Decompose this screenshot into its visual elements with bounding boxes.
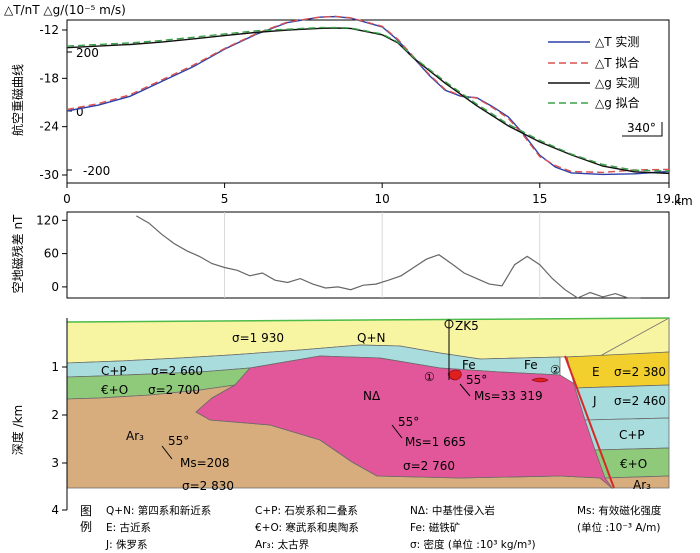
angle-label-fe: 55° — [466, 373, 487, 387]
legend-sigma: σ: 密度 (单位 :10³ kg/m³) — [410, 538, 536, 551]
legend-label-dT-fit: △T 拟合 — [595, 55, 639, 70]
legend-N-delta: NΔ: 中基性侵入岩 — [410, 504, 495, 517]
top-series-line-1 — [66, 15, 670, 174]
legend-E+O: €+O: 寒武系和奥陶系 — [255, 521, 359, 534]
top-x-tick-label: 0 — [63, 192, 71, 206]
sigma-label-N-delta: σ=2 760 — [403, 459, 455, 473]
sigma-label-Ar3: σ=2 830 — [182, 479, 234, 493]
top-series-line-3 — [66, 26, 670, 172]
legend-Ar3: Ar₃: 太古界 — [255, 538, 310, 551]
azimuth-label: 340° — [627, 121, 656, 135]
legend-J: J: 侏罗系 — [105, 539, 147, 551]
mid-curve-group — [136, 215, 641, 299]
angle-label-ar3: 55° — [168, 434, 189, 448]
sigma-label-J-right: σ=2 460 — [614, 394, 666, 408]
magnetite-body-1 — [447, 369, 462, 381]
top-x-tick-label: 19.1 — [656, 192, 683, 206]
top-inner-tick-label: -200 — [83, 164, 110, 178]
fe-label-2: Fe — [524, 358, 538, 372]
ore-marker-2: ② — [550, 363, 561, 377]
mid-plot-frame — [66, 211, 670, 299]
ore-marker-1: ① — [424, 370, 435, 384]
angle-label-intrusion: 55° — [398, 415, 419, 429]
ms-label-fe: Ms=33 319 — [474, 389, 543, 403]
top-x-axis-unit: km — [674, 194, 693, 208]
mid-y-tick-label: 0 — [51, 280, 59, 294]
sigma-label-E-right: σ=2 380 — [614, 365, 666, 379]
legend-label-dg-measured: △g 实测 — [595, 75, 640, 90]
ms-arrow-ar3 — [161, 445, 173, 460]
unit-label-C+P: C+P — [101, 364, 127, 378]
legend-label-dg-fit: △g 拟合 — [595, 95, 640, 110]
legend-E: E: 古近系 — [106, 521, 151, 534]
fe-label-1: Fe — [462, 358, 476, 372]
depth-axis-title: 深度 /km — [10, 405, 25, 456]
top-y-tick-label: -30 — [39, 168, 59, 182]
borehole-label: ZK5 — [455, 319, 479, 333]
top-x-tick-label: 5 — [221, 192, 229, 206]
depth-tick-label: 4 — [51, 503, 59, 517]
legend-Fe: Fe: 磁铁矿 — [410, 521, 460, 534]
ms-label-intrusion: Ms=1 665 — [405, 435, 466, 449]
residual-panel: 空地磁残差 nT 120 60 0 — [10, 211, 670, 299]
intrusion-N-delta — [195, 355, 613, 490]
section-legend: 图 例 Q+N: 第四系和新近系 E: 古近系 J: 侏罗系 C+P: 石炭系和… — [80, 504, 662, 551]
top-inner-tick-label: 200 — [76, 46, 99, 60]
top-tick-group: 0 5 10 15 19.1 -12 -18 -24 -30 200 0 -200 — [39, 23, 682, 206]
unit-label-N-delta: NΔ — [363, 389, 381, 403]
depth-tick-group: 1 2 3 4 — [51, 360, 67, 517]
ms-label-ar3: Ms=208 — [180, 456, 230, 470]
sigma-label-E+O: σ=2 700 — [148, 383, 200, 397]
surface-line — [66, 317, 670, 323]
top-y-axis-title: 航空重磁曲线 — [10, 64, 25, 136]
depth-tick-label: 1 — [51, 360, 59, 374]
legend-title-line1: 图 — [80, 504, 92, 518]
top-x-tick-label: 10 — [375, 192, 390, 206]
legend-Ms: Ms: 有效磁化强度 — [577, 504, 662, 517]
unit-label-E-right: E — [592, 365, 600, 379]
legend-Q+N: Q+N: 第四系和新近系 — [106, 504, 211, 517]
top-inner-tick-label: 0 — [76, 105, 84, 119]
top-y-tick-label: -24 — [39, 120, 59, 134]
ms-arrow-fe — [459, 383, 471, 397]
top-legend: △T 实测 △T 拟合 △g 实测 △g 拟合 — [548, 34, 640, 110]
magnetite-body-2 — [531, 377, 549, 383]
mid-grid-group — [224, 212, 541, 298]
sigma-label-C+P: σ=2 660 — [151, 364, 203, 378]
unit-label-C+P-right: C+P — [619, 428, 645, 442]
top-x-tick-label: 15 — [532, 192, 547, 206]
mid-tick-group: 120 60 0 — [36, 213, 67, 294]
legend-label-dT-measured: △T 实测 — [595, 34, 639, 49]
unit-label-J-right: J — [592, 394, 597, 408]
top-plot-frame — [66, 19, 670, 184]
unit-label-Ar3-right: Ar₃ — [633, 478, 651, 492]
top-axis-label: △T/nT △g/(10⁻⁵ m/s) — [4, 3, 126, 17]
fault-line — [564, 355, 615, 489]
top-y-tick-label: -12 — [39, 23, 59, 37]
top-y-tick-label: -18 — [39, 71, 59, 85]
mid-y-axis-title: 空地磁残差 nT — [10, 214, 25, 293]
legend-C+P: C+P: 石炭系和二叠系 — [255, 505, 358, 517]
mid-y-tick-label: 60 — [44, 247, 59, 261]
top-curve-group — [66, 15, 670, 176]
azimuth-arrow — [622, 122, 663, 137]
top-series-line-2 — [66, 27, 670, 175]
profile-curves-panel: △T/nT △g/(10⁻⁵ m/s) 航空重磁曲线 0 5 10 15 19.1 -12… — [4, 3, 693, 208]
depth-tick-label: 3 — [51, 456, 59, 470]
unit-label-E+O-right: €+O — [620, 457, 647, 471]
residual-line — [136, 215, 641, 299]
depth-tick-label: 2 — [51, 408, 59, 422]
legend-title-line2: 例 — [80, 520, 92, 534]
unit-label-Ar3: Ar₃ — [126, 429, 144, 443]
geologic-section-panel: 深度 /km ZK5 1 2 3 4 σ=1 930 σ=2 660 σ=2 700 — [10, 317, 670, 551]
ms-arrow-intrusion — [391, 424, 403, 439]
unit-label-E+O: €+O — [101, 383, 128, 397]
sigma-label-Q+N: σ=1 930 — [232, 331, 284, 345]
layer-Ar3-right — [604, 475, 670, 489]
legend-Ms-unit: (单位 :10⁻³ A/m) — [577, 521, 660, 534]
unit-label-Q+N: Q+N — [357, 331, 385, 345]
mid-y-tick-label: 120 — [36, 213, 59, 227]
